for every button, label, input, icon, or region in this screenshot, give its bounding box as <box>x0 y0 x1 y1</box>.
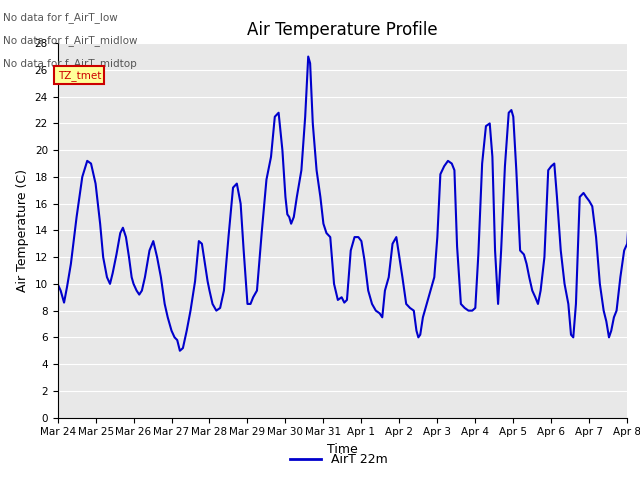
Text: TZ_tmet: TZ_tmet <box>58 70 101 81</box>
Title: Air Temperature Profile: Air Temperature Profile <box>247 21 438 39</box>
Text: No data for f_AirT_midtop: No data for f_AirT_midtop <box>3 58 137 69</box>
Text: No data for f_AirT_low: No data for f_AirT_low <box>3 12 118 23</box>
Y-axis label: Air Temperature (C): Air Temperature (C) <box>16 169 29 292</box>
X-axis label: Time: Time <box>327 443 358 456</box>
Text: No data for f_AirT_midlow: No data for f_AirT_midlow <box>3 35 138 46</box>
Legend: AirT 22m: AirT 22m <box>285 448 393 471</box>
